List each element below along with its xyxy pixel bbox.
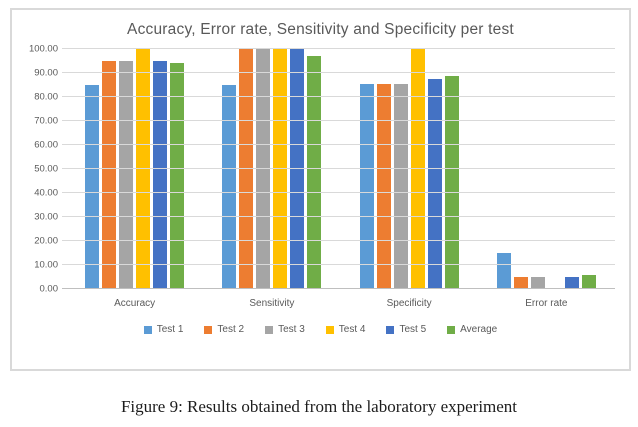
legend-label: Test 1 — [156, 324, 184, 335]
chart-figure: Accuracy, Error rate, Sensitivity and Sp… — [10, 8, 631, 371]
y-tick-label: 30.00 — [34, 211, 58, 223]
y-tick-label: 90.00 — [34, 67, 58, 79]
bar-average — [307, 56, 322, 289]
y-tick-label: 10.00 — [34, 259, 58, 271]
bar-groups — [66, 49, 615, 289]
x-tick-label: Error rate — [525, 298, 568, 309]
y-tick-label: 0.00 — [39, 283, 59, 295]
bar-group-sensitivity — [203, 49, 340, 289]
y-tick-label: 20.00 — [34, 235, 58, 247]
legend-swatch-icon — [265, 325, 274, 334]
bar-group-specificity — [341, 49, 478, 289]
x-tick-label: Sensitivity — [249, 298, 295, 309]
gridline — [62, 216, 615, 217]
y-tick-label: 70.00 — [34, 115, 58, 127]
legend-label: Average — [460, 324, 498, 335]
bar-test-4 — [410, 49, 425, 289]
bar-average — [581, 274, 596, 289]
bar-test-1 — [359, 83, 374, 289]
legend-item-test-1: Test 1 — [143, 324, 184, 335]
gridline — [62, 72, 615, 73]
chart-body: 0.00 10.00 20.00 30.00 40.00 50.00 60.00 70.00 8… — [12, 44, 629, 295]
legend-item-average: Average — [447, 324, 497, 335]
bar-test-2 — [376, 83, 391, 289]
bar-test-3 — [119, 61, 134, 289]
bar-test-5 — [564, 277, 579, 289]
bar-test-3 — [393, 83, 408, 289]
bar-test-1 — [222, 85, 237, 289]
gridline — [62, 240, 615, 241]
legend: Test 1 Test 2 Test 3 Test 4 Test 5 Average — [12, 324, 629, 335]
legend-swatch-icon — [447, 325, 456, 334]
plot-area — [62, 48, 615, 289]
bar-average — [444, 75, 459, 289]
legend-label: Test 3 — [278, 324, 305, 335]
legend-item-test-5: Test 5 — [386, 324, 426, 335]
gridline — [62, 144, 615, 145]
gridline — [62, 96, 615, 97]
bar-test-5 — [153, 61, 168, 289]
gridline — [62, 192, 615, 193]
y-tick-label: 100.00 — [28, 43, 58, 55]
y-tick-label: 60.00 — [34, 139, 58, 151]
gridline — [62, 48, 615, 49]
bar-test-3 — [530, 277, 545, 289]
bar-group-error-rate — [478, 49, 615, 289]
bar-test-1 — [496, 253, 511, 289]
figure-caption: Figure 9: Results obtained from the labo… — [120, 397, 518, 416]
gridline — [62, 120, 615, 121]
bar-test-4 — [273, 49, 288, 289]
legend-swatch-icon — [204, 325, 213, 334]
bar-average — [170, 63, 185, 289]
chart-title: Accuracy, Error rate, Sensitivity and Sp… — [127, 21, 514, 38]
bar-test-5 — [427, 79, 442, 289]
bar-test-3 — [256, 49, 271, 289]
bar-group-accuracy — [66, 49, 203, 289]
x-tick-label: Specificity — [386, 298, 432, 309]
legend-label: Test 5 — [399, 324, 427, 335]
legend-item-test-2: Test 2 — [204, 324, 244, 335]
bar-test-2 — [239, 49, 254, 289]
legend-swatch-icon — [143, 325, 152, 334]
y-tick-label: 50.00 — [34, 163, 58, 175]
y-tick-label: 80.00 — [34, 91, 58, 103]
bar-test-4 — [136, 49, 151, 289]
gridline — [62, 168, 615, 169]
legend-label: Test 2 — [217, 324, 245, 335]
bar-test-5 — [290, 49, 305, 289]
bar-test-2 — [102, 61, 117, 289]
bar-test-2 — [513, 277, 528, 289]
legend-swatch-icon — [386, 325, 395, 334]
legend-label: Test 4 — [338, 324, 366, 335]
legend-swatch-icon — [325, 325, 334, 334]
x-axis-line — [62, 288, 615, 289]
gridline — [62, 264, 615, 265]
x-axis: Accuracy Sensitivity Specificity Error rate — [66, 289, 615, 309]
legend-item-test-4: Test 4 — [325, 324, 366, 335]
y-axis: 0.00 10.00 20.00 30.00 40.00 50.00 60.00 70.00 8… — [12, 44, 66, 295]
x-tick-label: Accuracy — [114, 298, 156, 309]
y-tick-label: 40.00 — [34, 187, 58, 199]
legend-item-test-3: Test 3 — [265, 324, 305, 335]
bar-test-1 — [85, 85, 100, 289]
